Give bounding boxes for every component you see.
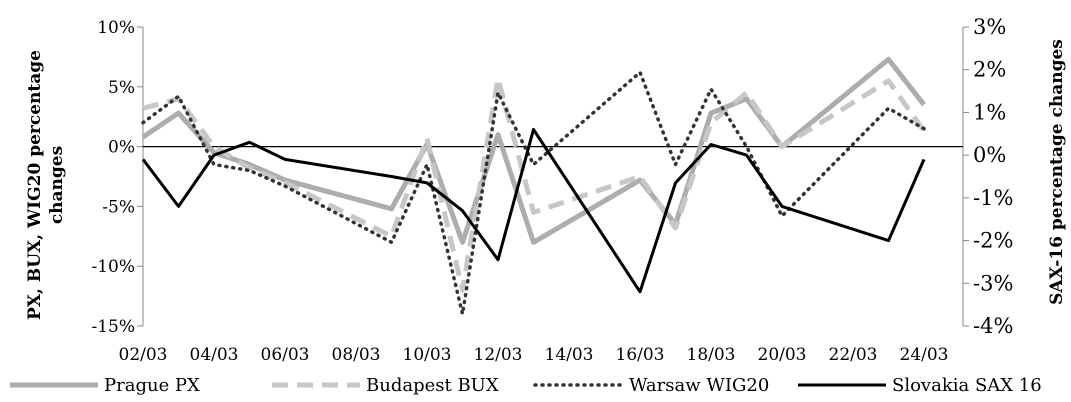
legend-label: Budapest BUX [366, 375, 499, 396]
right-tick-label: 3% [973, 15, 1006, 39]
right-tick-label: -2% [973, 229, 1013, 253]
x-tick-label: 18/03 [687, 345, 736, 365]
legend-label: Slovakia SAX 16 [892, 375, 1042, 396]
x-tick-label: 16/03 [616, 345, 665, 365]
left-tick-label: 0% [108, 138, 135, 158]
right-axis: 3% 2% 1% 0% -1% -2% -3% -4% [962, 15, 1013, 338]
series-line-prague-px [141, 56, 926, 245]
x-tick-label: 20/03 [758, 345, 807, 365]
left-axis: 10% 5% 0% -5% -10% -15% [91, 18, 144, 337]
series-layer [141, 56, 927, 316]
right-axis-title: SAX-16 percentage changes [1047, 39, 1067, 305]
x-tick-label: 06/03 [261, 345, 310, 365]
series-line-budapest-bux [142, 75, 927, 293]
left-tick-label: -5% [102, 197, 135, 217]
right-tick-label: 0% [973, 143, 1006, 167]
axis-titles: PX, BUX, WIG20 percentage changes SAX-16… [25, 39, 1067, 320]
series-line-slovakia-sax-16 [141, 128, 926, 294]
legend: Prague PX Budapest BUX Warsaw WIG20 Slovaki… [10, 375, 1042, 396]
left-axis-title-line1: PX, BUX, WIG20 percentage [25, 50, 45, 320]
left-axis-title-line2: changes [47, 146, 67, 224]
right-tick-label: 2% [973, 58, 1006, 82]
x-axis: 02/03 04/03 06/03 08/03 10/03 12/03 14/03 16/03… [119, 146, 963, 365]
legend-label: Warsaw WIG20 [629, 375, 769, 396]
x-tick-label: 10/03 [403, 345, 452, 365]
x-tick-label: 22/03 [829, 345, 878, 365]
series-line-warsaw-wig20 [141, 70, 926, 316]
x-tick-label: 02/03 [119, 345, 168, 365]
x-tick-label: 24/03 [900, 345, 949, 365]
left-tick-label: -15% [91, 317, 135, 337]
right-tick-label: -1% [973, 186, 1013, 210]
right-tick-label: -3% [973, 271, 1013, 295]
x-tick-label: 04/03 [190, 345, 239, 365]
x-tick-label: 14/03 [545, 345, 594, 365]
left-tick-label: 10% [97, 18, 135, 38]
right-tick-label: 1% [973, 100, 1006, 124]
x-tick-label: 12/03 [474, 345, 523, 365]
left-tick-label: 5% [108, 78, 135, 98]
left-tick-label: -10% [91, 257, 135, 277]
right-tick-label: -4% [973, 314, 1013, 338]
x-tick-label: 08/03 [332, 345, 381, 365]
legend-label: Prague PX [104, 375, 200, 396]
